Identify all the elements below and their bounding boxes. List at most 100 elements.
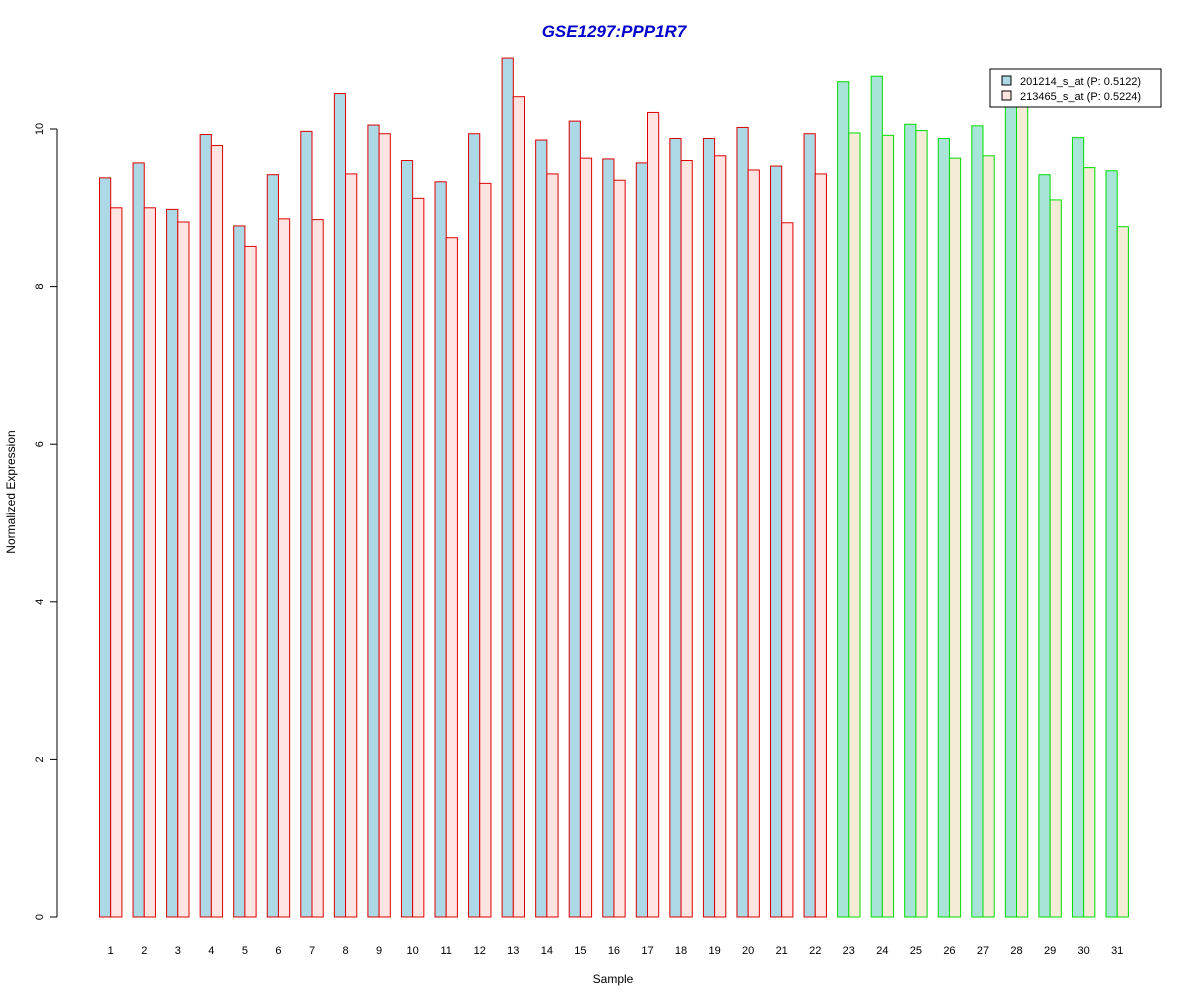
bar-201214-s-at — [434, 181, 447, 918]
bar-201214-s-at — [635, 162, 648, 918]
legend-label: 213465_s_at (P: 0.5224) — [1020, 91, 1141, 103]
legend-box — [989, 68, 1162, 108]
y-tick-label: 8 — [34, 284, 46, 290]
bar-213465-s-at — [412, 197, 425, 918]
bar-201214-s-at — [535, 139, 548, 918]
bar-201214-s-at — [400, 160, 414, 918]
bar-213465-s-at — [479, 182, 492, 918]
x-tick-label: 11 — [440, 945, 451, 957]
x-tick-label: 5 — [242, 945, 248, 957]
bar-201214-s-at — [132, 162, 145, 918]
bar-201214-s-at — [602, 158, 615, 918]
bar-201214-s-at — [904, 123, 917, 918]
legend-swatch — [1001, 90, 1012, 101]
bar-201214-s-at — [501, 57, 514, 918]
x-tick-label: 15 — [574, 945, 586, 957]
bar-201214-s-at — [971, 125, 984, 918]
bar-213465-s-at — [781, 222, 794, 918]
bar-201214-s-at — [1038, 174, 1051, 918]
x-tick-label: 9 — [376, 945, 382, 957]
x-tick-label: 28 — [1010, 945, 1022, 957]
x-tick-label: 27 — [977, 945, 989, 957]
bar-213465-s-at — [714, 155, 727, 918]
bar-213465-s-at — [881, 134, 895, 918]
bar-213465-s-at — [848, 132, 861, 918]
bar-213465-s-at — [177, 221, 190, 918]
bar-201214-s-at — [300, 130, 313, 918]
bar-213465-s-at — [814, 173, 827, 918]
y-axis-title: Normalized Expression — [4, 430, 18, 553]
bar-201214-s-at — [99, 177, 112, 918]
bar-201214-s-at — [468, 133, 481, 918]
bar-213465-s-at — [747, 169, 760, 918]
bar-201214-s-at — [1071, 137, 1085, 918]
x-tick-label: 18 — [675, 945, 687, 957]
bar-213465-s-at — [445, 237, 458, 918]
legend: 201214_s_at (P: 0.5122) 213465_s_at (P: 0… — [989, 68, 1162, 108]
bar-201214-s-at — [166, 208, 179, 918]
bar-213465-s-at — [378, 133, 391, 918]
bar-213465-s-at — [210, 145, 224, 918]
x-tick-label: 10 — [407, 945, 419, 957]
x-tick-label: 1 — [108, 945, 114, 957]
x-tick-label: 31 — [1111, 945, 1123, 957]
bar-201214-s-at — [1004, 104, 1018, 918]
x-tick-label: 6 — [275, 945, 281, 957]
bar-213465-s-at — [1049, 199, 1062, 918]
x-tick-label: 20 — [742, 945, 754, 957]
bar-213465-s-at — [1083, 167, 1096, 918]
bar-213465-s-at — [1016, 104, 1029, 918]
x-tick-label: 19 — [708, 945, 720, 957]
x-tick-label: 13 — [507, 945, 519, 957]
x-tick-label: 16 — [608, 945, 620, 957]
bar-213465-s-at — [143, 207, 156, 918]
y-tick-label: 6 — [34, 441, 46, 447]
x-tick-label: 8 — [342, 945, 348, 957]
y-axis: 0 2 4 6 8 10 — [34, 123, 58, 920]
bar-201214-s-at — [568, 120, 581, 918]
bar-213465-s-at — [948, 157, 962, 918]
chart-title: GSE1297:PPP1R7 — [542, 22, 688, 41]
bar-213465-s-at — [512, 96, 525, 918]
x-tick-label: 3 — [175, 945, 181, 957]
y-tick-label: 0 — [34, 914, 46, 920]
x-tick-labels: 1 2 3 4 5 6 7 8 9 10 11 12 13 14 15 16 17 18 19 20 21 22 23 24 2… — [108, 945, 1124, 957]
x-tick-label: 14 — [541, 945, 553, 957]
bar-213465-s-at — [647, 111, 660, 918]
x-tick-label: 29 — [1044, 945, 1056, 957]
x-tick-label: 26 — [943, 945, 955, 957]
legend-label: 201214_s_at (P: 0.5122) — [1020, 76, 1141, 88]
x-tick-label: 12 — [474, 945, 486, 957]
bar-213465-s-at — [982, 155, 995, 918]
x-tick-label: 2 — [141, 945, 147, 957]
x-tick-label: 23 — [843, 945, 855, 957]
x-tick-label: 30 — [1078, 945, 1090, 957]
bar-213465-s-at — [345, 173, 358, 918]
bar-201214-s-at — [233, 225, 246, 918]
bar-201214-s-at — [266, 174, 279, 918]
bar-201214-s-at — [199, 134, 212, 918]
y-tick-label: 4 — [34, 599, 46, 605]
x-tick-label: 17 — [641, 945, 653, 957]
bar-201214-s-at — [702, 137, 716, 918]
x-tick-label: 21 — [776, 945, 788, 957]
legend-swatch — [1001, 75, 1012, 86]
bars-group — [99, 57, 1129, 918]
x-tick-label: 4 — [208, 945, 214, 957]
y-tick-label: 2 — [34, 756, 46, 762]
x-tick-label: 7 — [309, 945, 315, 957]
bar-201214-s-at — [937, 137, 950, 918]
bar-201214-s-at — [870, 75, 883, 918]
bar-213465-s-at — [110, 207, 123, 918]
bar-201214-s-at — [736, 126, 749, 918]
x-tick-label: 22 — [809, 945, 821, 957]
bar-213465-s-at — [277, 218, 291, 918]
x-tick-label: 24 — [876, 945, 888, 957]
bar-201214-s-at — [367, 124, 380, 918]
bar-213465-s-at — [1116, 226, 1129, 918]
bar-213465-s-at — [244, 245, 257, 918]
bar-213465-s-at — [311, 219, 324, 918]
bar-201214-s-at — [1105, 170, 1118, 918]
